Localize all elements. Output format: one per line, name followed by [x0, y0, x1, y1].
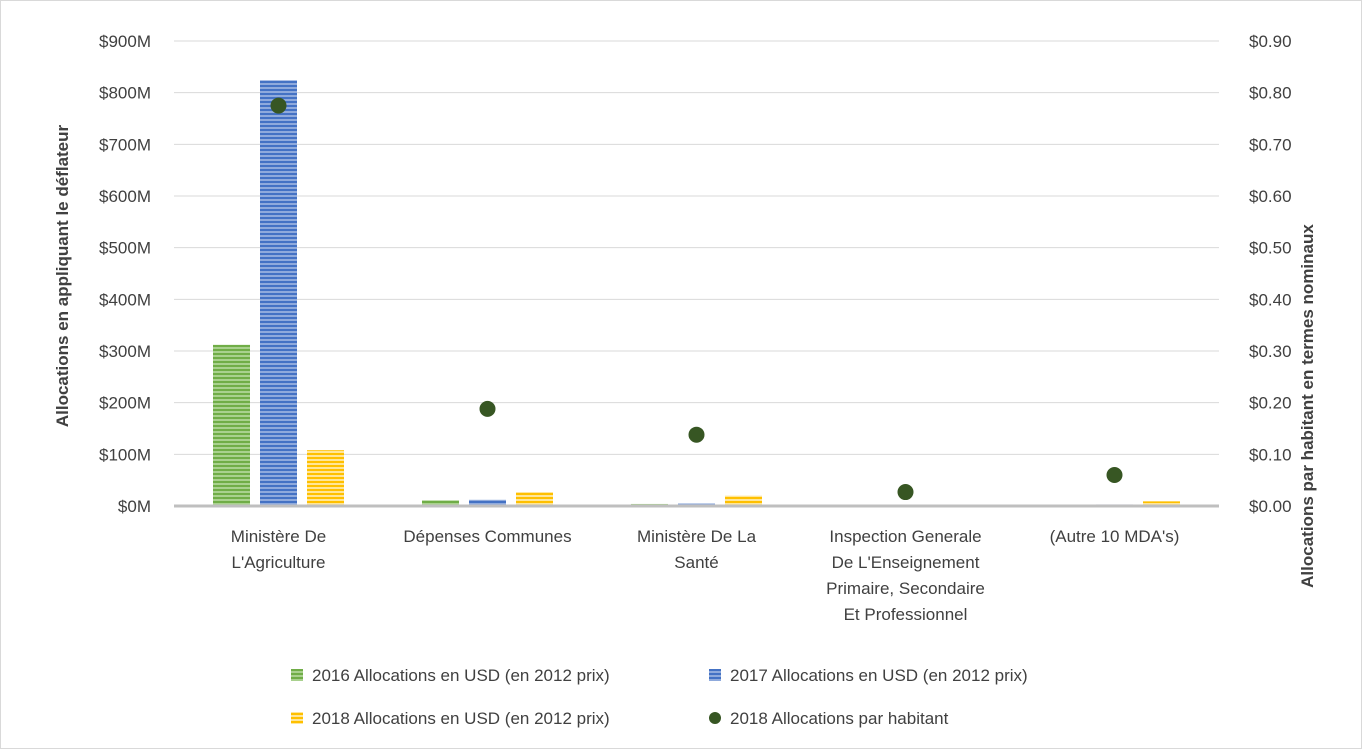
- y2-axis-title: Allocations par habitant en termes nomin…: [1298, 224, 1317, 588]
- y2-tick-label: $0.50: [1249, 239, 1292, 258]
- legend-label: 2017 Allocations en USD (en 2012 prix): [730, 666, 1028, 685]
- legend-swatch: [291, 712, 303, 724]
- bar-series-3: [1143, 501, 1180, 506]
- y-tick-label: $600M: [99, 187, 151, 206]
- scatter-point: [897, 484, 914, 501]
- y-axis-title: Allocations en appliquant le déflateur: [53, 124, 72, 427]
- bar-series-3: [725, 495, 762, 506]
- y2-tick-label: $0.40: [1249, 290, 1292, 309]
- bar-series-1: [213, 344, 250, 506]
- gridlines: [174, 40, 1219, 455]
- y-tick-label: $800M: [99, 84, 151, 103]
- y2-tick-label: $0.80: [1249, 84, 1292, 103]
- bar-series-2: [260, 80, 297, 507]
- bar-series-2: [469, 499, 506, 506]
- scatter-point: [1106, 467, 1123, 483]
- y2-tick-label: $0.30: [1249, 342, 1292, 361]
- legend-marker: [709, 712, 721, 724]
- legend-label: 2018 Allocations en USD (en 2012 prix): [312, 709, 610, 728]
- y2-axis-ticks: $0.00 $0.10 $0.20 $0.30 $0.40 $0.50 $0.60 $0.70…: [1249, 32, 1292, 516]
- y-tick-label: $0M: [118, 497, 151, 516]
- y-tick-label: $700M: [99, 135, 151, 154]
- y2-tick-label: $0.10: [1249, 445, 1292, 464]
- y2-tick-label: $0.70: [1249, 135, 1292, 154]
- y-tick-label: $200M: [99, 394, 151, 413]
- bar-series-3: [307, 450, 344, 506]
- legend-item: 2018 Allocations par habitant: [709, 709, 949, 728]
- y-axis-ticks: $0M $100M $200M $300M $400M $500M $600M $700M $8…: [99, 32, 151, 516]
- y-tick-label: $300M: [99, 342, 151, 361]
- y-tick-label: $400M: [99, 290, 151, 309]
- legend-label: 2018 Allocations par habitant: [730, 709, 949, 728]
- category-label: (Autre 10 MDA's): [1050, 527, 1180, 546]
- category-label: Inspection Generale De L'Enseignement Prim…: [826, 527, 985, 624]
- legend-label: 2016 Allocations en USD (en 2012 prix): [312, 666, 610, 685]
- y2-tick-label: $0.60: [1249, 187, 1292, 206]
- y2-tick-label: $0.20: [1249, 394, 1292, 413]
- category-label: Dépenses Communes: [403, 527, 571, 546]
- legend-swatch: [291, 669, 303, 681]
- y-tick-label: $900M: [99, 32, 151, 51]
- scatter-layer: [270, 97, 1123, 501]
- category-label: Ministère De La Santé: [637, 527, 757, 572]
- bar-series-3: [516, 492, 553, 506]
- category-label: Ministère De L'Agriculture: [231, 527, 326, 572]
- legend: 2016 Allocations en USD (en 2012 prix) 20…: [291, 666, 1028, 728]
- y2-tick-label: $0.90: [1249, 32, 1292, 51]
- bar-series-1: [422, 500, 459, 506]
- scatter-point: [688, 426, 705, 443]
- scatter-point: [270, 97, 287, 114]
- legend-item: 2016 Allocations en USD (en 2012 prix): [291, 666, 610, 685]
- y2-tick-label: $0.00: [1249, 497, 1292, 516]
- category-labels: Ministère De L'Agriculture Dépenses Commun…: [231, 527, 1180, 624]
- scatter-point: [479, 400, 496, 417]
- legend-item: 2017 Allocations en USD (en 2012 prix): [709, 666, 1028, 685]
- legend-swatch: [709, 669, 721, 681]
- y-tick-label: $500M: [99, 239, 151, 258]
- y-tick-label: $100M: [99, 445, 151, 464]
- legend-item: 2018 Allocations en USD (en 2012 prix): [291, 709, 610, 728]
